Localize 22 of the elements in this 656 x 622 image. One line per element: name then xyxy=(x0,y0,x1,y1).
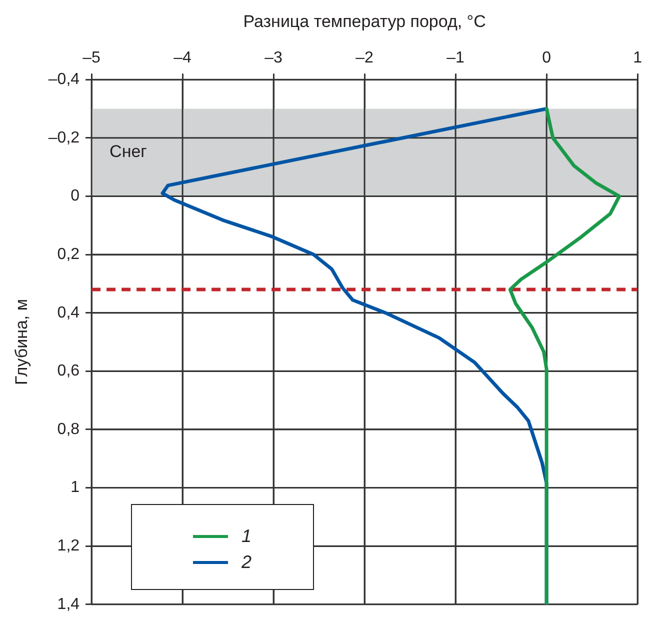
y-tick-label: 0,6 xyxy=(57,362,80,380)
y-tick-label: 0 xyxy=(70,188,80,205)
legend-label: 2 xyxy=(242,552,252,573)
x-tick-label: –3 xyxy=(264,49,283,66)
y-tick-label: –0,4 xyxy=(48,71,80,88)
x-tick-label: –5 xyxy=(82,49,101,66)
x-tick-label: 0 xyxy=(542,49,552,66)
legend-label: 1 xyxy=(242,526,252,547)
x-tick-label: 1 xyxy=(633,49,642,66)
band-label: Снег xyxy=(110,142,147,162)
y-tick-label: 0,2 xyxy=(57,246,80,263)
y-tick-label: 0,8 xyxy=(57,420,80,438)
x-tick-label: –4 xyxy=(174,49,192,66)
y-tick-label: 1 xyxy=(70,479,80,496)
x-axis-title: Разница температур пород, °C xyxy=(243,12,486,31)
x-tick-label: –1 xyxy=(446,49,465,66)
y-tick-label: –0,2 xyxy=(48,129,80,146)
y-tick-label: 1,4 xyxy=(57,596,80,613)
x-tick-label: –2 xyxy=(356,49,374,66)
y-tick-label: 0,4 xyxy=(57,304,80,322)
y-axis-title: Глубина, м xyxy=(12,298,31,386)
y-tick-label: 1,2 xyxy=(57,537,80,554)
